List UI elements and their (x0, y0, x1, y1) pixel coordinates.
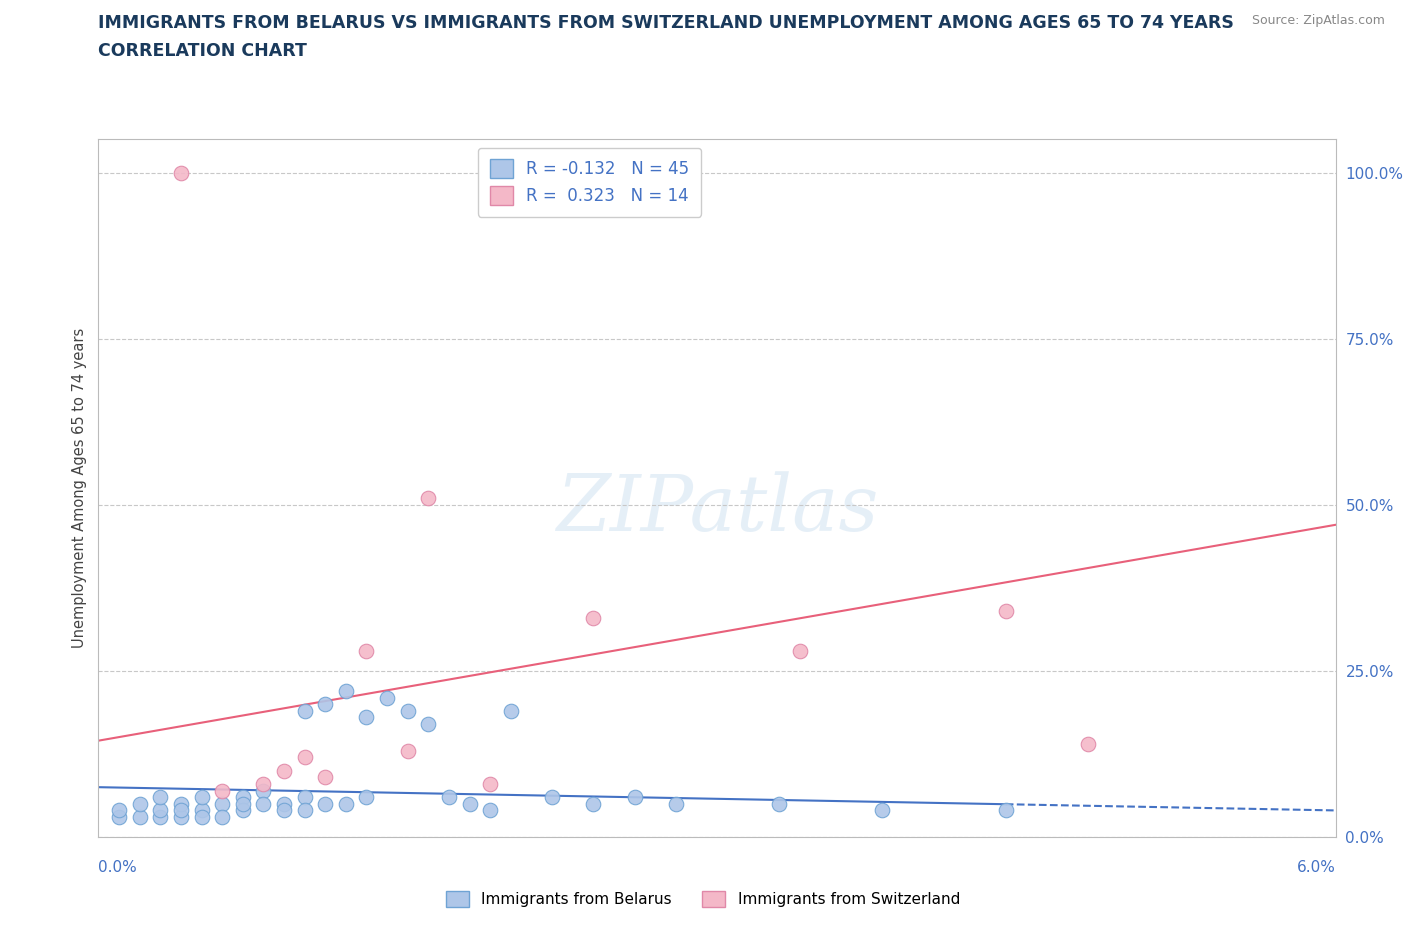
Point (128, 810, 150, 825)
Point (273, 796, 295, 811)
Point (252, 783, 274, 798)
Point (541, 790, 564, 804)
Point (232, 796, 254, 811)
Point (479, 803, 502, 817)
Point (418, 717, 440, 732)
Point (314, 770, 336, 785)
Point (294, 790, 316, 804)
Text: ZIPatlas: ZIPatlas (555, 471, 879, 548)
Point (335, 796, 357, 811)
Point (170, 810, 193, 825)
Point (375, 690, 398, 705)
Point (499, 703, 522, 718)
Point (190, 790, 212, 804)
Point (149, 810, 172, 825)
Point (273, 764, 295, 778)
Point (232, 790, 254, 804)
Point (665, 796, 688, 811)
Point (396, 703, 419, 718)
Point (582, 610, 605, 625)
Point (870, 803, 893, 817)
Point (1077, 737, 1099, 751)
Text: CORRELATION CHART: CORRELATION CHART (98, 42, 308, 60)
Point (252, 777, 274, 791)
Legend: Immigrants from Belarus, Immigrants from Switzerland: Immigrants from Belarus, Immigrants from… (440, 884, 966, 913)
Point (396, 743, 419, 758)
Point (108, 810, 131, 825)
Point (170, 166, 193, 180)
Text: 0.0%: 0.0% (98, 860, 138, 875)
Point (582, 796, 605, 811)
Point (294, 803, 316, 817)
Point (108, 803, 131, 817)
Point (314, 796, 336, 811)
Point (211, 783, 233, 798)
Point (314, 697, 336, 711)
Text: Source: ZipAtlas.com: Source: ZipAtlas.com (1251, 14, 1385, 27)
Text: 6.0%: 6.0% (1296, 860, 1336, 875)
Point (149, 790, 172, 804)
Point (190, 803, 212, 817)
Point (190, 810, 212, 825)
Y-axis label: Unemployment Among Ages 65 to 74 years: Unemployment Among Ages 65 to 74 years (72, 328, 87, 648)
Point (232, 803, 254, 817)
Point (273, 803, 295, 817)
Point (994, 803, 1017, 817)
Point (128, 796, 150, 811)
Point (170, 803, 193, 817)
Point (252, 796, 274, 811)
Legend: R = -0.132   N = 45, R =  0.323   N = 14: R = -0.132 N = 45, R = 0.323 N = 14 (478, 148, 702, 217)
Point (458, 796, 481, 811)
Point (437, 790, 460, 804)
Point (149, 803, 172, 817)
Point (994, 604, 1017, 618)
Point (335, 684, 357, 698)
Point (294, 750, 316, 764)
Point (418, 491, 440, 506)
Point (768, 796, 790, 811)
Point (294, 703, 316, 718)
Text: IMMIGRANTS FROM BELARUS VS IMMIGRANTS FROM SWITZERLAND UNEMPLOYMENT AMONG AGES 6: IMMIGRANTS FROM BELARUS VS IMMIGRANTS FR… (98, 14, 1234, 32)
Point (170, 796, 193, 811)
Point (479, 777, 502, 791)
Point (356, 710, 378, 724)
Point (211, 810, 233, 825)
Point (211, 796, 233, 811)
Point (356, 790, 378, 804)
Point (623, 790, 645, 804)
Point (356, 644, 378, 658)
Point (789, 644, 811, 658)
